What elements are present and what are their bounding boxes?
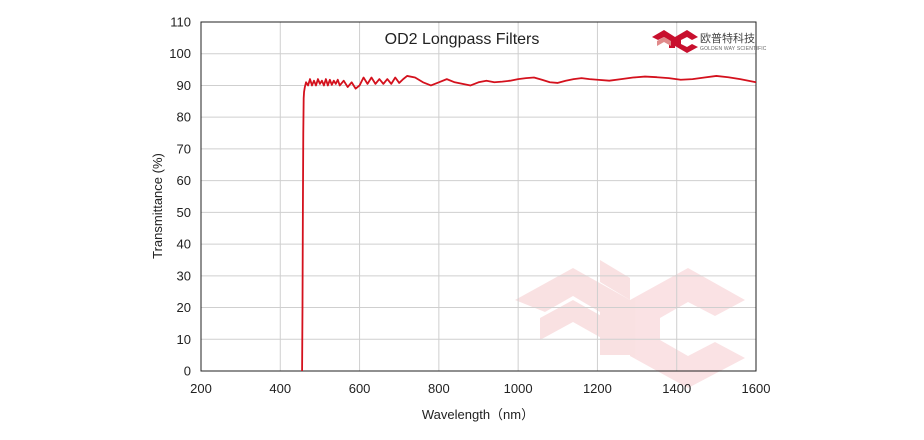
- x-tick-label: 400: [269, 381, 291, 396]
- brand-logo: 欧普特科技 GOLDEN WAY SCIENTIFIC: [652, 30, 767, 53]
- series-line-transmittance: [301, 75, 757, 372]
- x-tick-label: 200: [190, 381, 212, 396]
- y-tick-label: 110: [170, 15, 191, 30]
- y-tick-label: 70: [177, 141, 191, 156]
- y-tick-label: 100: [169, 46, 191, 61]
- y-tick-label: 0: [184, 364, 191, 379]
- y-axis-label: Transmittance (%): [150, 153, 165, 259]
- x-tick-label: 1400: [662, 381, 691, 396]
- brand-logo-cn-text: 欧普特科技: [700, 31, 755, 45]
- y-tick-label: 90: [177, 78, 191, 93]
- x-axis-label: Wavelength（nm）: [422, 407, 534, 422]
- y-tick-label: 40: [177, 237, 191, 252]
- y-tick-labels: 0 10 20 30 40 50 60 70 80 90 100 110: [169, 15, 191, 379]
- x-tick-label: 1000: [504, 381, 533, 396]
- x-tick-label: 800: [428, 381, 450, 396]
- grid: [200, 21, 757, 372]
- x-tick-label: 1600: [742, 381, 771, 396]
- watermark-logo: [515, 260, 745, 388]
- brand-logo-en-text: GOLDEN WAY SCIENTIFIC: [700, 46, 767, 52]
- x-tick-label: 1200: [583, 381, 612, 396]
- brand-logo-mark: [652, 30, 698, 53]
- y-tick-label: 30: [177, 268, 191, 283]
- x-tick-label: 600: [349, 381, 371, 396]
- y-tick-label: 80: [177, 110, 191, 125]
- chart-title: OD2 Longpass Filters: [385, 31, 540, 48]
- y-tick-label: 50: [177, 205, 191, 220]
- x-tick-labels: 200 400 600 800 1000 1200 1400 1600: [190, 381, 770, 396]
- plot-area-frame: [200, 21, 757, 372]
- y-tick-label: 20: [177, 300, 191, 315]
- y-tick-label: 10: [177, 332, 191, 347]
- y-tick-label: 60: [177, 173, 191, 188]
